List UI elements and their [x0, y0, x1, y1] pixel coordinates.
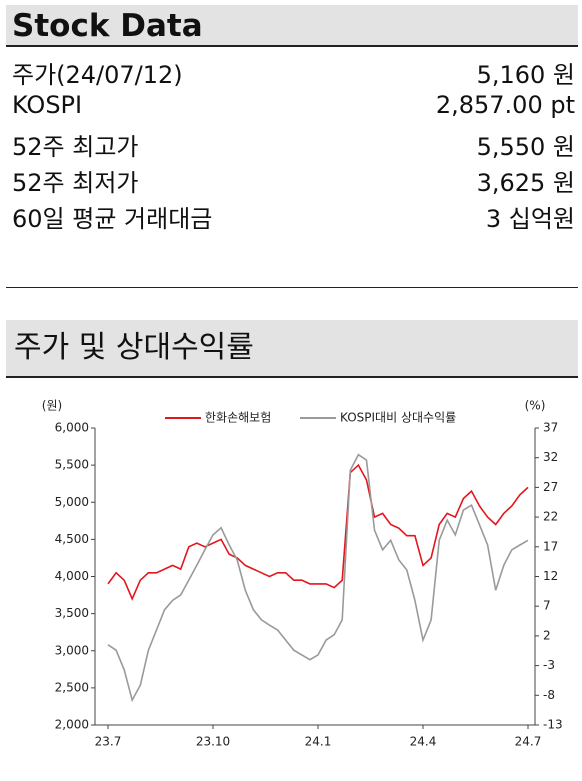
y-tick-label: 2,000 [55, 718, 89, 732]
y-axis-label: (원) [42, 399, 62, 413]
section-title: 주가 및 상대수익률 [6, 320, 578, 378]
y2-tick-label: 32 [543, 450, 558, 464]
row-label: 60일 평균 거래대금 [12, 205, 213, 233]
y-tick-label: 5,000 [55, 495, 89, 509]
legend-label: 한화손해보험 [205, 411, 271, 425]
y2-tick-label: -3 [543, 658, 555, 672]
x-tick-label: 23.10 [196, 735, 230, 749]
y2-tick-label: -13 [543, 718, 563, 732]
x-tick-label: 24.4 [410, 735, 437, 749]
row-label: KOSPI [12, 91, 83, 119]
x-tick-label: 24.7 [515, 735, 542, 749]
y2-axis-label: (%) [525, 399, 546, 413]
table-row: 60일 평균 거래대금 3 십억원 [12, 199, 575, 234]
y2-tick-label: 17 [543, 539, 558, 553]
series-line [107, 463, 529, 601]
row-label: 주가(24/07/12) [12, 61, 183, 89]
divider [6, 287, 578, 288]
header-title: Stock Data [6, 5, 578, 47]
y2-tick-label: 27 [543, 480, 558, 494]
row-value: 3 십억원 [485, 205, 575, 233]
row-label: 52주 최고가 [12, 133, 139, 161]
y-tick-label: 6,000 [55, 421, 89, 435]
table-row: 52주 최저가 3,625 원 [12, 163, 575, 198]
y2-tick-label: 12 [543, 569, 558, 583]
y-tick-label: 5,500 [55, 458, 89, 472]
table-row: KOSPI 2,857.00 pt [12, 91, 575, 119]
row-value: 5,550 원 [476, 133, 575, 161]
row-value: 2,857.00 pt [435, 91, 575, 119]
y2-tick-label: 22 [543, 510, 558, 524]
row-value: 3,625 원 [476, 169, 575, 197]
legend-label: KOSPI대비 상대수익률 [340, 411, 456, 425]
y-tick-label: 3,000 [55, 643, 89, 657]
x-tick-label: 23.7 [95, 735, 122, 749]
y2-tick-label: 2 [543, 628, 551, 642]
y2-tick-label: 37 [543, 421, 558, 435]
table-row: 주가(24/07/12) 5,160 원 [12, 55, 575, 90]
row-label: 52주 최저가 [12, 169, 139, 197]
y-tick-label: 4,500 [55, 532, 89, 546]
y-tick-label: 2,500 [55, 680, 89, 694]
y-tick-label: 3,500 [55, 606, 89, 620]
x-tick-label: 24.1 [305, 735, 332, 749]
series-line [107, 453, 529, 703]
table-row: 52주 최고가 5,550 원 [12, 127, 575, 162]
row-value: 5,160 원 [476, 61, 575, 89]
y2-tick-label: 7 [543, 599, 551, 613]
y-tick-label: 4,000 [55, 569, 89, 583]
y2-tick-label: -8 [543, 688, 555, 702]
